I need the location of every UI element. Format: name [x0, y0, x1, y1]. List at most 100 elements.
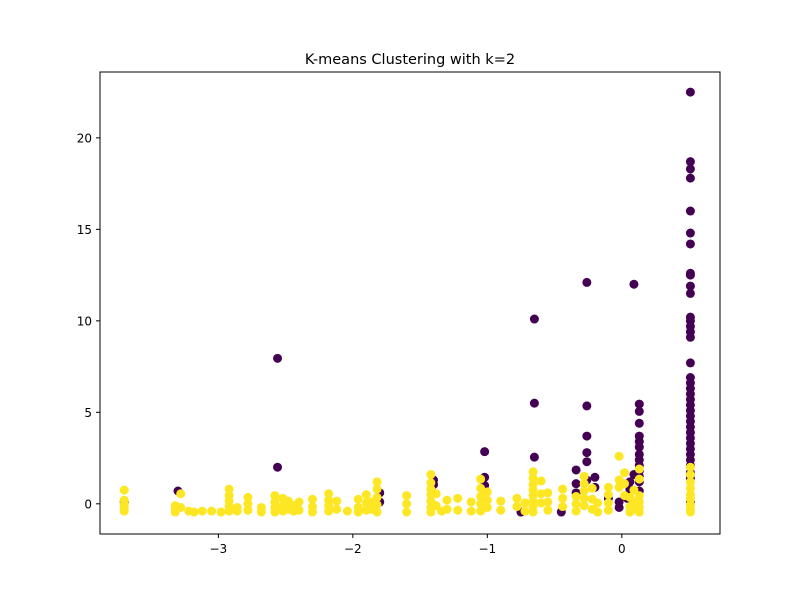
point-cluster-1	[579, 479, 589, 489]
point-cluster-1	[119, 506, 129, 516]
point-cluster-1	[270, 491, 280, 501]
point-cluster-0	[685, 270, 695, 280]
point-cluster-1	[294, 505, 304, 515]
point-cluster-1	[543, 505, 553, 515]
point-cluster-1	[536, 489, 546, 499]
plot-frame	[99, 71, 721, 535]
point-cluster-1	[482, 502, 492, 512]
x-tick-label: 0	[618, 542, 626, 556]
point-cluster-1	[520, 506, 530, 516]
chart-title: K-means Clustering with k=2	[305, 52, 515, 68]
point-cluster-0	[582, 277, 592, 287]
point-cluster-1	[603, 505, 613, 515]
point-cluster-1	[496, 496, 506, 506]
point-cluster-1	[571, 491, 581, 501]
point-cluster-0	[529, 398, 539, 408]
point-cluster-0	[273, 462, 283, 472]
point-cluster-1	[536, 476, 546, 486]
point-cluster-1	[603, 498, 613, 508]
point-cluster-0	[529, 314, 539, 324]
point-cluster-1	[243, 505, 253, 515]
point-cluster-1	[307, 494, 317, 504]
point-cluster-1	[307, 507, 317, 517]
point-cluster-1	[558, 493, 568, 503]
point-cluster-1	[482, 487, 492, 497]
point-cluster-1	[496, 505, 506, 515]
point-cluster-1	[353, 494, 363, 504]
point-cluster-1	[372, 484, 382, 494]
point-cluster-1	[207, 506, 217, 516]
point-cluster-1	[466, 497, 476, 507]
point-cluster-1	[372, 477, 382, 487]
point-cluster-0	[273, 353, 283, 363]
point-cluster-0	[685, 332, 695, 342]
point-cluster-1	[431, 501, 441, 511]
point-cluster-1	[593, 498, 603, 508]
point-cluster-1	[476, 499, 486, 509]
point-cluster-1	[243, 492, 253, 502]
point-cluster-0	[614, 502, 624, 512]
point-cluster-0	[629, 279, 639, 289]
point-cluster-1	[536, 498, 546, 508]
point-cluster-1	[528, 467, 538, 477]
point-cluster-1	[243, 499, 253, 509]
point-cluster-1	[587, 483, 597, 493]
x-axis: −3 −2 −1 0	[209, 534, 626, 556]
point-cluster-1	[629, 485, 639, 495]
point-cluster-1	[431, 489, 441, 499]
point-cluster-0	[529, 452, 539, 462]
point-cluster-1	[176, 489, 186, 499]
point-cluster-1	[685, 477, 695, 487]
point-cluster-0	[685, 239, 695, 249]
points-layer	[119, 87, 695, 517]
point-cluster-1	[603, 482, 613, 492]
point-cluster-1	[224, 484, 234, 494]
point-cluster-1	[634, 491, 644, 501]
point-cluster-1	[571, 499, 581, 509]
point-cluster-0	[582, 448, 592, 458]
point-cluster-1	[216, 507, 226, 517]
y-tick-label: 10	[77, 314, 92, 328]
point-cluster-1	[224, 506, 234, 516]
x-tick-label: −1	[478, 542, 496, 556]
point-cluster-0	[685, 173, 695, 183]
point-cluster-1	[372, 507, 382, 517]
point-cluster-0	[634, 442, 644, 452]
point-cluster-1	[372, 500, 382, 510]
point-cluster-1	[402, 491, 412, 501]
point-cluster-1	[579, 493, 589, 503]
point-cluster-1	[685, 462, 695, 472]
point-cluster-0	[634, 399, 644, 409]
point-cluster-0	[590, 472, 600, 482]
point-cluster-1	[512, 493, 522, 503]
y-tick-label: 20	[77, 131, 92, 145]
point-cluster-0	[685, 228, 695, 238]
point-cluster-0	[634, 418, 644, 428]
point-cluster-0	[685, 281, 695, 291]
point-cluster-1	[634, 507, 644, 517]
y-tick-label: 15	[77, 223, 92, 237]
point-cluster-1	[119, 485, 129, 495]
point-cluster-1	[634, 464, 644, 474]
point-cluster-1	[332, 504, 342, 514]
point-cluster-1	[189, 507, 199, 517]
point-cluster-1	[593, 507, 603, 517]
point-cluster-0	[480, 447, 490, 457]
point-cluster-1	[476, 483, 486, 493]
point-cluster-1	[603, 490, 613, 500]
point-cluster-1	[634, 474, 644, 484]
point-cluster-1	[442, 504, 452, 514]
point-cluster-0	[582, 431, 592, 441]
point-cluster-1	[520, 498, 530, 508]
point-cluster-1	[685, 507, 695, 517]
point-cluster-1	[232, 506, 242, 516]
point-cluster-1	[294, 497, 304, 507]
point-cluster-1	[176, 502, 186, 512]
point-cluster-0	[685, 358, 695, 368]
point-cluster-1	[571, 506, 581, 516]
point-cluster-0	[685, 288, 695, 298]
point-cluster-0	[571, 479, 581, 489]
point-cluster-1	[353, 507, 363, 517]
point-cluster-1	[543, 497, 553, 507]
